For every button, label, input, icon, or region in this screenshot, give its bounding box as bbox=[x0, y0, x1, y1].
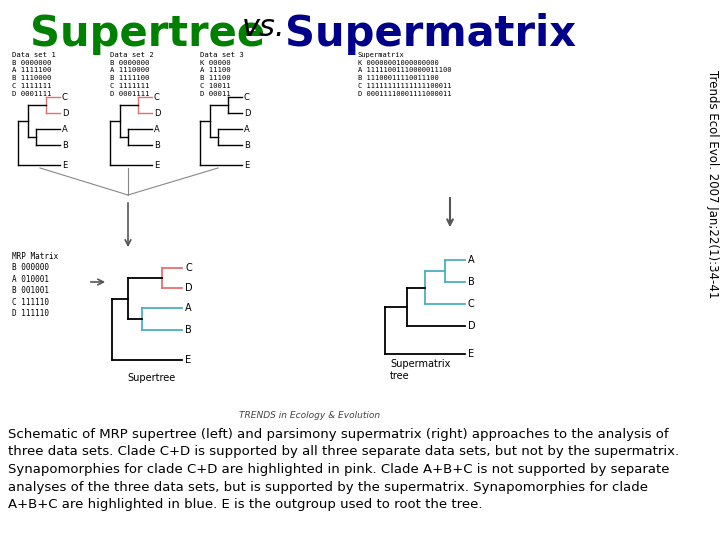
Text: Supermatrix: Supermatrix bbox=[285, 13, 576, 55]
Text: D: D bbox=[154, 109, 161, 118]
Text: A: A bbox=[185, 303, 192, 313]
Text: D: D bbox=[468, 321, 476, 331]
Text: C: C bbox=[185, 263, 192, 273]
Text: C: C bbox=[154, 92, 160, 102]
Text: B: B bbox=[154, 140, 160, 150]
Text: D: D bbox=[62, 109, 68, 118]
Text: Supermatrix
tree: Supermatrix tree bbox=[390, 359, 451, 381]
Bar bbox=[8, 50, 588, 425]
Text: A: A bbox=[62, 125, 68, 133]
Text: Supermatrix
K 00000001000000000
A 11111001110000011100
B 11100011110011100
C 111: Supermatrix K 00000001000000000 A 111110… bbox=[358, 52, 451, 97]
Text: A: A bbox=[244, 125, 250, 133]
Text: E: E bbox=[185, 355, 191, 365]
Text: vs.: vs. bbox=[242, 13, 286, 42]
Text: E: E bbox=[244, 160, 249, 170]
Text: Data set 2
B 0000000
A 1110000
B 1111100
C 1111111
D 0001111: Data set 2 B 0000000 A 1110000 B 1111100… bbox=[110, 52, 154, 97]
Text: B: B bbox=[185, 325, 192, 335]
Text: B: B bbox=[62, 140, 68, 150]
Text: D: D bbox=[244, 109, 251, 118]
Text: MRP Matrix
B 000000
A 010001
B 001001
C 111110
D 111110: MRP Matrix B 000000 A 010001 B 001001 C … bbox=[12, 252, 58, 318]
Text: B: B bbox=[244, 140, 250, 150]
Text: C: C bbox=[62, 92, 68, 102]
Text: E: E bbox=[468, 349, 474, 359]
Text: TRENDS in Ecology & Evolution: TRENDS in Ecology & Evolution bbox=[240, 411, 381, 420]
Text: Data set 3
K 00000
A 11100
B 11100
C 10011
D 00011: Data set 3 K 00000 A 11100 B 11100 C 100… bbox=[200, 52, 244, 97]
Text: D: D bbox=[185, 283, 193, 293]
Text: B: B bbox=[468, 277, 474, 287]
Text: E: E bbox=[62, 160, 67, 170]
Text: C: C bbox=[468, 299, 474, 309]
Text: A: A bbox=[154, 125, 160, 133]
Text: Supertree: Supertree bbox=[127, 373, 175, 383]
Text: Data set 1
B 0000000
A 1111100
B 1110000
C 1111111
D 0001111: Data set 1 B 0000000 A 1111100 B 1110000… bbox=[12, 52, 55, 97]
Text: From:
Alan de Queiroz  John Gatesy:
The supermatrix approach to systematics
Tren: From: Alan de Queiroz John Gatesy: The s… bbox=[706, 70, 720, 317]
Text: Schematic of MRP supertree (left) and parsimony supermatrix (right) approaches t: Schematic of MRP supertree (left) and pa… bbox=[8, 428, 679, 511]
Text: E: E bbox=[154, 160, 159, 170]
Text: C: C bbox=[244, 92, 250, 102]
Text: Supertree: Supertree bbox=[30, 13, 265, 55]
Text: A: A bbox=[468, 255, 474, 265]
